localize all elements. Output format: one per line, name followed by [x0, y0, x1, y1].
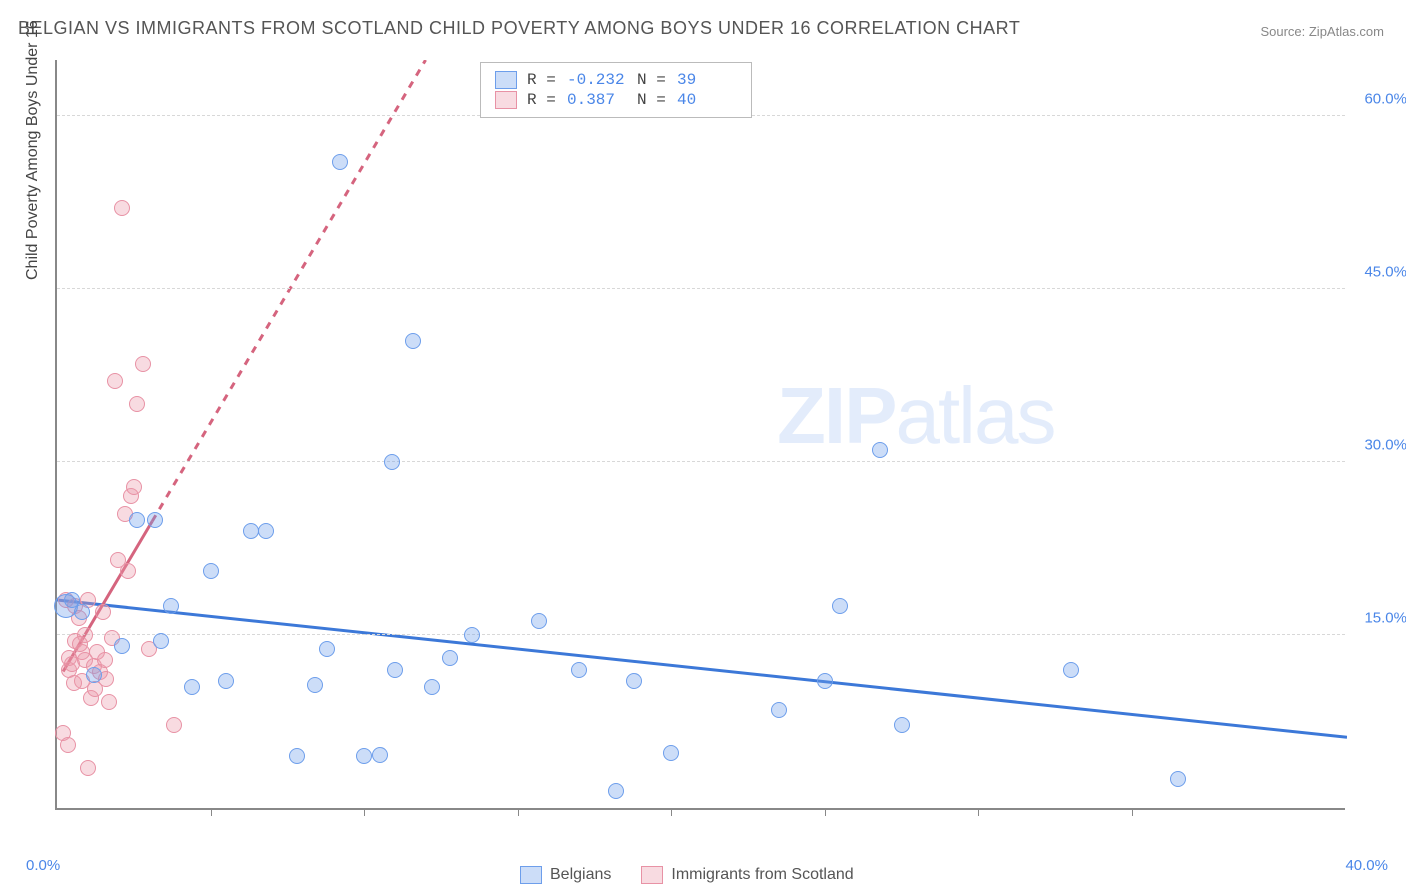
point-blue	[319, 641, 335, 657]
watermark: ZIPatlas	[777, 370, 1054, 462]
point-blue	[663, 745, 679, 761]
y-tick-label: 45.0%	[1352, 263, 1406, 280]
stat-r-label: R =	[527, 91, 557, 109]
point-blue	[771, 702, 787, 718]
point-blue	[531, 613, 547, 629]
point-blue	[307, 677, 323, 693]
plot-area: ZIPatlas 15.0%30.0%45.0%60.0%	[55, 60, 1345, 810]
point-blue	[872, 442, 888, 458]
point-blue	[289, 748, 305, 764]
x-min-label: 0.0%	[26, 857, 60, 874]
stat-r-value: 0.387	[567, 91, 627, 109]
point-blue	[372, 747, 388, 763]
point-blue	[332, 154, 348, 170]
x-tick	[978, 808, 979, 816]
point-pink	[97, 652, 113, 668]
chart-title: BELGIAN VS IMMIGRANTS FROM SCOTLAND CHIL…	[18, 18, 1020, 39]
point-blue	[832, 598, 848, 614]
stat-n-label: N =	[637, 91, 667, 109]
stat-r-label: R =	[527, 71, 557, 89]
x-tick	[518, 808, 519, 816]
trend-lines	[57, 60, 1347, 810]
point-pink	[135, 356, 151, 372]
legend-label: Immigrants from Scotland	[671, 866, 853, 884]
legend-swatch	[520, 866, 542, 884]
x-tick	[1132, 808, 1133, 816]
point-blue	[571, 662, 587, 678]
y-tick-label: 15.0%	[1352, 609, 1406, 626]
point-pink	[95, 604, 111, 620]
point-blue	[442, 650, 458, 666]
gridline-h	[57, 288, 1345, 289]
point-pink	[60, 737, 76, 753]
legend-item: Immigrants from Scotland	[641, 866, 853, 884]
legend-swatch	[641, 866, 663, 884]
point-blue	[1063, 662, 1079, 678]
source-label: Source: ZipAtlas.com	[1260, 24, 1384, 39]
series-legend: Belgians Immigrants from Scotland	[520, 866, 854, 884]
legend-swatch	[495, 91, 517, 109]
point-blue	[1170, 771, 1186, 787]
stat-r-value: -0.232	[567, 71, 627, 89]
point-blue	[218, 673, 234, 689]
chart-container: BELGIAN VS IMMIGRANTS FROM SCOTLAND CHIL…	[0, 0, 1406, 892]
point-pink	[66, 675, 82, 691]
point-blue	[626, 673, 642, 689]
x-tick	[211, 808, 212, 816]
legend-item: Belgians	[520, 866, 611, 884]
point-pink	[101, 694, 117, 710]
point-pink	[87, 681, 103, 697]
point-blue	[74, 604, 90, 620]
point-pink	[166, 717, 182, 733]
point-pink	[129, 396, 145, 412]
point-blue	[258, 523, 274, 539]
stats-legend-row: R = -0.232 N = 39	[495, 71, 737, 89]
point-blue	[384, 454, 400, 470]
point-pink	[72, 636, 88, 652]
point-blue	[464, 627, 480, 643]
y-tick-label: 60.0%	[1352, 90, 1406, 107]
point-blue	[153, 633, 169, 649]
point-blue	[405, 333, 421, 349]
point-blue	[608, 783, 624, 799]
point-blue	[163, 598, 179, 614]
point-blue	[817, 673, 833, 689]
gridline-h	[57, 461, 1345, 462]
stats-legend-row: R = 0.387 N = 40	[495, 91, 737, 109]
point-pink	[80, 760, 96, 776]
point-pink	[114, 200, 130, 216]
point-blue	[147, 512, 163, 528]
stat-n-value: 39	[677, 71, 737, 89]
y-axis-title: Child Poverty Among Boys Under 16	[24, 20, 42, 280]
point-blue	[243, 523, 259, 539]
point-blue	[114, 638, 130, 654]
x-tick	[825, 808, 826, 816]
y-tick-label: 30.0%	[1352, 436, 1406, 453]
stats-legend: R = -0.232 N = 39 R = 0.387 N = 40	[480, 62, 752, 118]
x-max-label: 40.0%	[1345, 857, 1388, 874]
stat-n-value: 40	[677, 91, 737, 109]
point-blue	[424, 679, 440, 695]
point-pink	[120, 563, 136, 579]
point-blue	[894, 717, 910, 733]
legend-swatch	[495, 71, 517, 89]
legend-label: Belgians	[550, 866, 611, 884]
point-blue	[184, 679, 200, 695]
point-blue	[387, 662, 403, 678]
x-tick	[671, 808, 672, 816]
point-blue	[129, 512, 145, 528]
point-pink	[107, 373, 123, 389]
x-tick	[364, 808, 365, 816]
point-blue	[86, 667, 102, 683]
point-blue	[356, 748, 372, 764]
gridline-h	[57, 634, 1345, 635]
point-pink	[126, 479, 142, 495]
stat-n-label: N =	[637, 71, 667, 89]
point-blue	[203, 563, 219, 579]
